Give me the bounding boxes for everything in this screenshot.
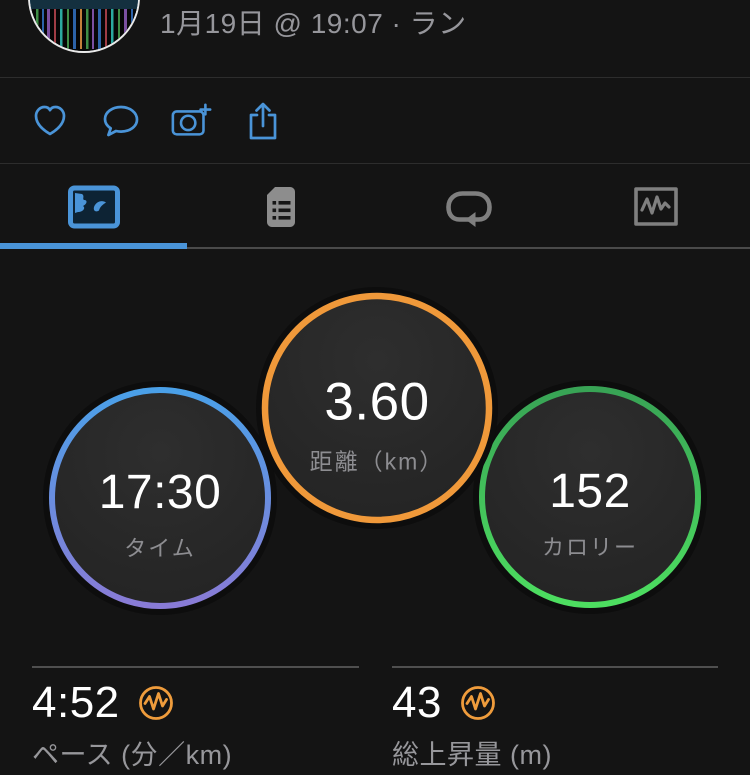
ascent-value: 43 xyxy=(392,678,442,727)
header-divider xyxy=(0,77,750,78)
metric-circle-distance: 3.60 距離（km） xyxy=(255,286,499,530)
document-list-icon xyxy=(267,186,296,227)
tab-baseline xyxy=(0,247,750,249)
active-tab-indicator xyxy=(0,243,187,249)
tab-map[interactable] xyxy=(0,164,188,249)
stat-ascent: 43 総上昇量 (m) xyxy=(392,666,718,772)
actions-divider xyxy=(0,163,750,164)
tab-details[interactable] xyxy=(188,164,376,249)
share-icon xyxy=(249,102,277,140)
pulse-badge-icon xyxy=(138,686,173,720)
share-button[interactable] xyxy=(241,99,285,143)
tab-laps[interactable] xyxy=(375,164,563,249)
pulse-badge-icon xyxy=(461,686,495,720)
tab-bar xyxy=(0,164,750,249)
stat-pace: 4:52 ペース (分／km) xyxy=(32,666,359,772)
ascent-label: 総上昇量 (m) xyxy=(392,740,552,771)
social-actions-bar xyxy=(28,78,285,164)
add-photo-button[interactable] xyxy=(170,99,214,143)
chart-frame-icon xyxy=(634,186,679,226)
like-button[interactable] xyxy=(28,99,72,143)
activity-date-title: 1月19日 @ 19:07 · ラン xyxy=(160,8,467,39)
map-icon xyxy=(67,185,120,228)
avatar-art-icon xyxy=(30,0,138,51)
metric-circle-time: 17:30 タイム xyxy=(42,380,278,616)
comment-button[interactable] xyxy=(99,99,143,143)
camera-plus-icon xyxy=(171,103,212,136)
tab-charts[interactable] xyxy=(563,164,750,249)
pace-label: ペース (分／km) xyxy=(32,740,233,771)
metric-circle-calories: 152 カロリー xyxy=(472,379,708,615)
pace-value: 4:52 xyxy=(32,678,120,727)
avatar[interactable] xyxy=(28,0,140,53)
heart-icon xyxy=(34,105,66,136)
loop-arrow-icon xyxy=(445,190,492,227)
comment-bubble-icon xyxy=(103,105,139,137)
